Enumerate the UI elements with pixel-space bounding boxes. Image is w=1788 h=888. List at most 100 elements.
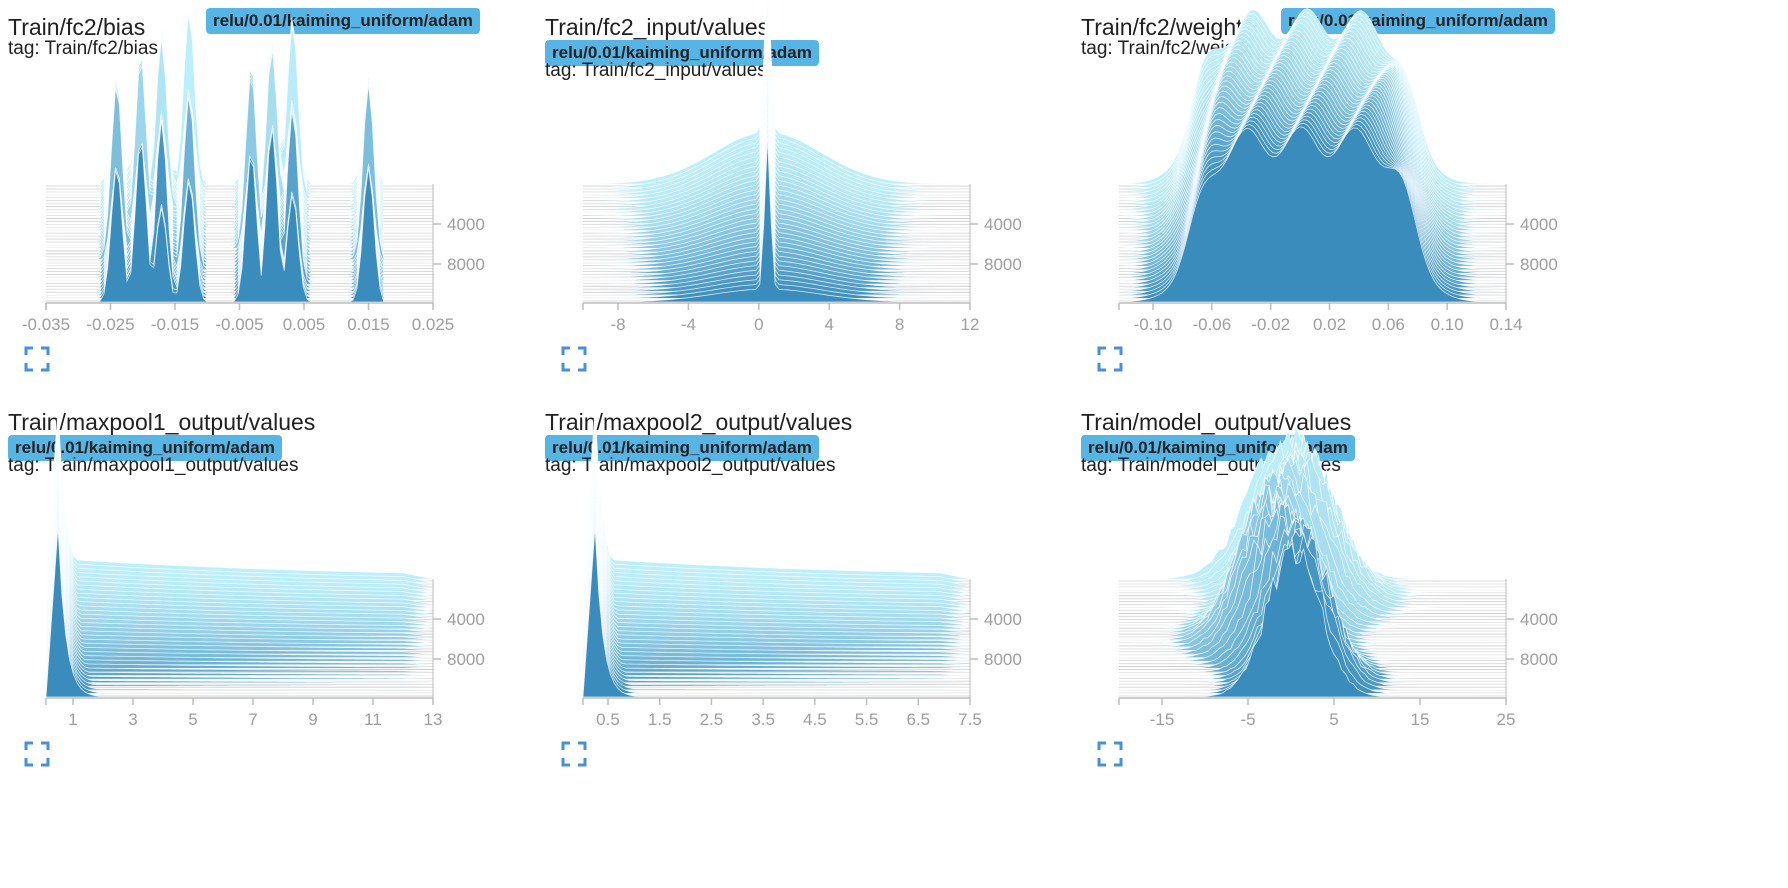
y-axis: 4000 8000	[969, 184, 1022, 303]
histogram-slice	[45, 430, 434, 601]
y-tick-label: 4000	[1520, 610, 1558, 629]
histogram-slice	[45, 513, 434, 684]
x-tick-label: -0.005	[215, 315, 263, 334]
histogram-layers	[1118, 424, 1507, 698]
histogram-card: Train/maxpool2_output/values relu/0.01/ka…	[537, 395, 1127, 815]
y-tick-label: 8000	[984, 255, 1022, 274]
x-tick-label: 0.5	[596, 710, 620, 729]
histogram-slice	[582, 423, 971, 594]
y-tick-label: 4000	[984, 215, 1022, 234]
x-tick-label: 5.5	[855, 710, 879, 729]
x-tick-label: 0.06	[1372, 315, 1405, 334]
histogram-layers	[45, 10, 434, 303]
run-badge: relu/0.01/kaiming_uniform/adam	[8, 435, 282, 461]
fullscreen-icon[interactable]	[24, 346, 50, 372]
x-tick-label: 4	[824, 315, 833, 334]
histogram-slice	[582, 455, 971, 626]
histogram-slice	[45, 477, 434, 648]
x-tick-label: -0.035	[22, 315, 70, 334]
x-tick-label: 15	[1411, 710, 1430, 729]
fullscreen-icon[interactable]	[24, 741, 50, 767]
histogram-slice	[582, 445, 971, 616]
histogram-slice	[45, 455, 434, 626]
fullscreen-icon[interactable]	[1097, 741, 1123, 767]
x-tick-label: -5	[1240, 710, 1255, 729]
x-tick-label: 11	[364, 710, 382, 729]
histogram-slice	[582, 498, 971, 669]
histogram-slice	[45, 441, 434, 612]
run-badge: relu/0.01/kaiming_uniform/adam	[206, 8, 480, 34]
x-tick-label: -0.02	[1251, 315, 1290, 334]
x-tick-label: 8	[895, 315, 904, 334]
fullscreen-icon[interactable]	[561, 346, 587, 372]
histogram-card: Train/fc2/weight relu/0.01/kaiming_unifor…	[1073, 0, 1663, 420]
x-tick-label: -0.025	[86, 315, 134, 334]
histogram-slice	[582, 491, 971, 662]
histogram-slice	[45, 416, 434, 587]
histogram-slice	[1118, 126, 1507, 303]
histogram-slice	[45, 420, 434, 591]
histogram-slice	[582, 427, 971, 598]
x-tick-label: 0.10	[1431, 315, 1464, 334]
histogram-slice	[582, 416, 971, 587]
histogram-slice	[45, 488, 434, 659]
x-tick-label: 7.5	[958, 710, 982, 729]
y-axis: 4000 8000	[432, 184, 485, 303]
x-axis: -0.10 -0.06 -0.02 0.02 0.06 0.10 0.14	[1118, 302, 1523, 334]
x-tick-label: 0.005	[283, 315, 326, 334]
histogram-layers	[582, 409, 971, 698]
chart-title: Train/fc2/bias	[8, 14, 146, 40]
histogram-slice	[582, 480, 971, 651]
x-axis: 1 3 5 7 9 11 13	[45, 697, 442, 729]
histogram-plot: -0.035 -0.025 -0.015 -0.005 0.005 0.015 0.025 4…	[22, 10, 485, 334]
histogram-slice	[45, 463, 434, 634]
histogram-plot: -0.10 -0.06 -0.02 0.02 0.06 0.10 0.14 4000 8000	[1118, 8, 1558, 334]
x-tick-label: 0	[754, 315, 763, 334]
histogram-card: Train/maxpool1_output/values relu/0.01/ka…	[0, 395, 590, 815]
histogram-slice	[45, 452, 434, 623]
x-tick-label: 3.5	[751, 710, 775, 729]
histogram-slice	[582, 420, 971, 591]
x-tick-label: 5	[1329, 710, 1338, 729]
fullscreen-icon[interactable]	[561, 741, 587, 767]
y-tick-label: 8000	[1520, 255, 1558, 274]
histogram-slice	[582, 509, 971, 680]
histogram-slice	[582, 477, 971, 648]
histogram-plot: -15 -5 5 15 25 4000 8000	[1118, 424, 1558, 729]
x-tick-label: 0.015	[347, 315, 390, 334]
histogram-slice	[45, 423, 434, 594]
histogram-slice	[45, 516, 434, 687]
histogram-slice	[582, 434, 971, 605]
histogram-slice	[45, 506, 434, 676]
tag-label: tag: Train/fc2/bias	[8, 38, 158, 59]
histogram-layers	[45, 409, 434, 698]
histogram-slice	[582, 473, 971, 644]
histogram-slice	[45, 434, 434, 605]
tag-label: tag: Train/fc2_input/values	[545, 60, 767, 81]
run-badge: relu/0.01/kaiming_uniform/adam	[545, 435, 819, 461]
x-tick-label: 9	[308, 710, 317, 729]
histogram-slice	[46, 128, 433, 303]
histogram-slice	[45, 520, 434, 691]
histogram-slice	[45, 473, 434, 644]
histogram-slice	[582, 409, 971, 580]
histogram-slice	[582, 413, 971, 583]
histogram-slice	[582, 523, 971, 694]
x-tick-label: 1	[68, 710, 77, 729]
x-axis: -15 -5 5 15 25	[1118, 697, 1515, 729]
chart-title: Train/model_output/values	[1081, 409, 1352, 435]
histogram-slice	[582, 459, 971, 630]
y-tick-label: 4000	[1520, 215, 1558, 234]
histogram-slice	[1119, 542, 1506, 698]
histogram-slice	[45, 409, 434, 580]
y-tick-label: 8000	[447, 650, 485, 669]
x-axis: -0.035 -0.025 -0.015 -0.005 0.005 0.015 0.025	[22, 302, 454, 334]
histogram-slice	[45, 445, 434, 616]
x-tick-label: 12	[961, 315, 980, 334]
histogram-slice	[582, 520, 971, 691]
histogram-slice	[45, 448, 434, 619]
histogram-slice	[45, 413, 434, 583]
histogram-card: Train/model_output/values relu/0.01/kaimi…	[1073, 395, 1663, 815]
x-tick-label: -15	[1150, 710, 1175, 729]
fullscreen-icon[interactable]	[1097, 346, 1123, 372]
